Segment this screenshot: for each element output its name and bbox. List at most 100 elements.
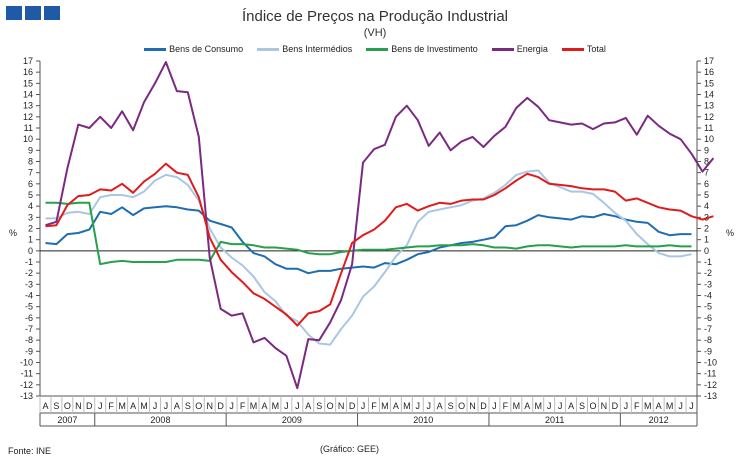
data-point [154,179,156,181]
x-month-label: D [349,401,356,411]
data-point [110,213,112,215]
data-point [515,174,517,176]
data-point [526,220,528,222]
data-point [493,135,495,137]
data-point [307,252,309,254]
y-tick-label-left: -4 [25,291,33,301]
data-point [307,338,309,340]
data-point [55,202,57,204]
series-line [45,205,692,275]
legend-label: Bens de Investimento [391,44,478,54]
legend-label: Total [586,44,606,54]
data-point [187,91,189,93]
data-point [636,233,638,235]
x-month-label: N [469,401,476,411]
y-tick-label-left: 9 [28,145,33,155]
y-tick-label-left: 6 [28,179,33,189]
y-tick-label-left: 14 [23,90,33,100]
x-month-label: J [426,401,431,411]
data-point [625,117,627,119]
data-point [329,270,331,272]
y-tick-label-left: -9 [25,346,33,356]
data-point [395,247,397,249]
data-point [570,190,572,192]
y-tick-label-right: -1 [704,257,712,267]
data-point [658,245,660,247]
data-point [647,243,649,245]
x-month-label: D [612,401,619,411]
legend-swatch [561,47,584,51]
data-point [493,236,495,238]
data-point [460,242,462,244]
data-point [176,172,178,174]
data-point [395,255,397,257]
data-point [581,215,583,217]
data-point [690,233,692,235]
data-point [668,255,670,257]
x-month-label: J [689,401,694,411]
y-tick-label-right: -9 [704,346,712,356]
data-point [449,149,451,151]
x-year-label: 2011 [545,415,564,425]
data-point [99,263,101,265]
y-axis-label-right: % [726,228,734,238]
x-month-label: M [118,401,126,411]
x-month-label: A [261,401,267,411]
data-point [439,246,441,248]
data-point [537,106,539,108]
data-point [406,259,408,261]
x-month-label: S [53,401,59,411]
data-point [263,337,265,339]
legend-swatch [257,47,280,51]
data-point [165,61,167,63]
legend-item: Bens de Consumo [144,44,243,54]
data-point [220,259,222,261]
data-point [647,222,649,224]
data-point [176,90,178,92]
y-tick-label-right: 17 [704,56,714,66]
data-point [296,268,298,270]
y-tick-label-right: -8 [704,335,712,345]
data-point [230,314,232,316]
data-point [198,259,200,261]
data-point [252,275,254,277]
data-point [143,101,145,103]
data-point [603,213,605,215]
x-month-label: J [416,401,421,411]
data-point [537,169,539,171]
data-point [581,190,583,192]
data-point [340,299,342,301]
data-point [537,214,539,216]
data-point [690,215,692,217]
x-month-label: O [195,401,202,411]
data-point [417,253,419,255]
data-point [515,179,517,181]
data-point [121,194,123,196]
data-point [603,202,605,204]
data-point [351,242,353,244]
data-point [658,206,660,208]
data-point [449,244,451,246]
y-tick-label-left: 17 [23,56,33,66]
data-point [165,163,167,165]
data-point [614,245,616,247]
data-point [658,231,660,233]
data-point [636,245,638,247]
data-point [296,320,298,322]
y-tick-label-right: 6 [704,179,709,189]
data-point [428,205,430,207]
y-tick-label-right: -12 [704,380,717,390]
x-month-label: M [666,401,674,411]
x-month-label: J [678,401,683,411]
logo-block [6,6,22,20]
data-point [362,265,364,267]
data-point [417,245,419,247]
data-point [340,251,342,253]
data-point [165,174,167,176]
data-point [581,245,583,247]
data-point [570,246,572,248]
data-point [285,355,287,357]
y-tick-label-right: 10 [704,134,714,144]
data-point [406,105,408,107]
data-point [329,303,331,305]
